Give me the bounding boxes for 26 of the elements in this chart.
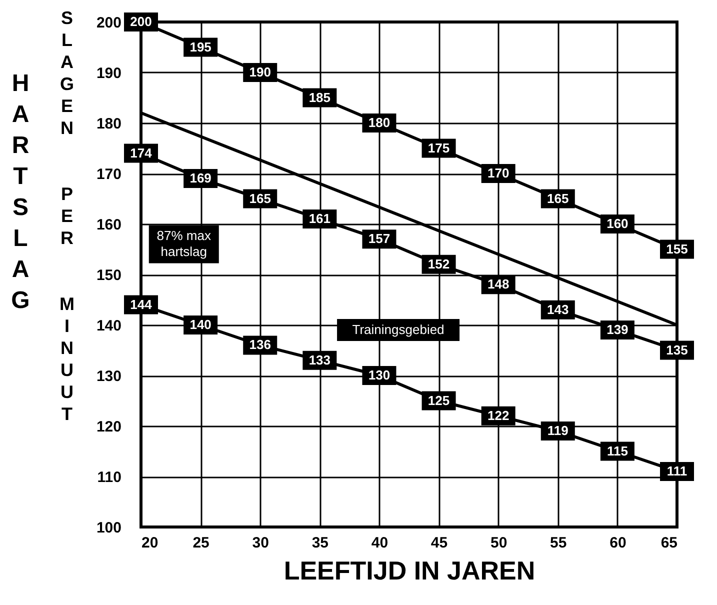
y-tick-label: 150 — [96, 267, 122, 284]
x-tick-label: 20 — [142, 534, 158, 552]
y-tick-label: 190 — [96, 65, 122, 82]
x-tick-label: 35 — [312, 534, 329, 552]
y-tick-label: 110 — [97, 469, 122, 486]
annotation: 87% max hartslag — [156, 228, 212, 260]
x-axis-title: LEEFTIJD IN JAREN — [284, 556, 536, 586]
x-tick-label: 25 — [192, 534, 210, 552]
y-tick-label: 200 — [96, 14, 122, 32]
y-tick-label: 130 — [96, 368, 122, 385]
text: SLAGEN PER MINUUT — [56, 8, 77, 426]
annotation: Trainingsgebied — [352, 322, 444, 338]
x-tick-label: 40 — [371, 534, 388, 552]
x-tick-label: 30 — [252, 534, 269, 552]
x-tick-label: 55 — [550, 534, 567, 552]
x-tick-label: 50 — [490, 534, 508, 552]
x-tick-label: 65 — [660, 534, 678, 552]
y-tick-label: 120 — [96, 418, 122, 436]
x-tick-label: 45 — [430, 534, 448, 552]
y-tick-label: 140 — [96, 318, 122, 334]
x-tick-label: 60 — [610, 534, 626, 552]
y-tick-label: 180 — [96, 116, 122, 132]
y-axis-title: HARTSLAG — [6, 70, 34, 318]
y-tick-label: 100 — [96, 520, 122, 536]
y-tick-label: 170 — [96, 166, 122, 183]
y-tick-label: 160 — [96, 216, 122, 234]
